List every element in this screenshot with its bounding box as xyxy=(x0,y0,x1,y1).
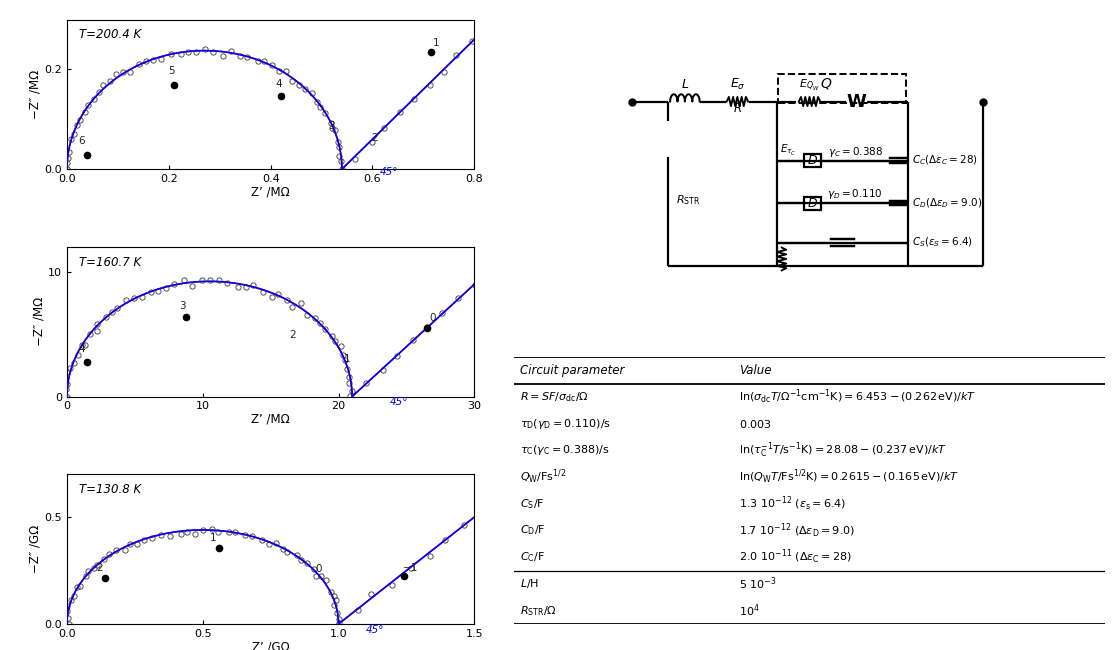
Text: 1: 1 xyxy=(344,354,350,364)
Text: Value: Value xyxy=(739,364,771,377)
Text: $D$: $D$ xyxy=(807,154,818,167)
Text: $D$: $D$ xyxy=(807,197,818,210)
Y-axis label: −Z″ /MΩ: −Z″ /MΩ xyxy=(32,297,46,346)
Text: 2: 2 xyxy=(372,133,378,143)
Text: $C_{\rm S}/{\rm F}$: $C_{\rm S}/{\rm F}$ xyxy=(520,497,545,511)
Text: Circuit parameter: Circuit parameter xyxy=(520,364,625,377)
Text: $10^4$: $10^4$ xyxy=(739,603,760,619)
Text: $Q$: $Q$ xyxy=(820,76,833,91)
Text: $E_{\tau_C}$: $E_{\tau_C}$ xyxy=(780,144,797,159)
Text: $\tau_{\rm C}(\gamma_{\rm C} = 0.388)/{\rm s}$: $\tau_{\rm C}(\gamma_{\rm C} = 0.388)/{\… xyxy=(520,443,610,458)
Text: T=160.7 K: T=160.7 K xyxy=(79,256,142,269)
Text: $5\ 10^{-3}$: $5\ 10^{-3}$ xyxy=(739,576,777,592)
Text: $\gamma_C{=}0.388$: $\gamma_C{=}0.388$ xyxy=(828,145,883,159)
Text: $2.0\ 10^{-11}\ (\Delta\varepsilon_{\rm C}{=}28)$: $2.0\ 10^{-11}\ (\Delta\varepsilon_{\rm … xyxy=(739,548,852,566)
Text: 4: 4 xyxy=(78,344,85,354)
Text: 6: 6 xyxy=(78,136,85,146)
Text: 3: 3 xyxy=(179,300,185,311)
Text: $Q_{\rm W}/{\rm Fs}^{1/2}$: $Q_{\rm W}/{\rm Fs}^{1/2}$ xyxy=(520,468,567,486)
Text: 0: 0 xyxy=(429,313,435,323)
Y-axis label: −Z″ /MΩ: −Z″ /MΩ xyxy=(29,70,41,119)
X-axis label: Z’ /GΩ: Z’ /GΩ xyxy=(252,640,289,650)
Text: 45°: 45° xyxy=(391,397,408,408)
Text: $\ln(Q_{\rm W}T/{\rm Fs}^{1/2}{\rm K}) = 0.2615 - (0.165\,{\rm eV})/kT$: $\ln(Q_{\rm W}T/{\rm Fs}^{1/2}{\rm K}) =… xyxy=(739,468,959,486)
Text: $\gamma_D{=}0.110$: $\gamma_D{=}0.110$ xyxy=(827,187,883,202)
Text: $\ln(\sigma_{\rm dc}T/\Omega^{-1}{\rm cm}^{-1}{\rm K}) = 6.453 - (0.262\,{\rm eV: $\ln(\sigma_{\rm dc}T/\Omega^{-1}{\rm cm… xyxy=(739,388,976,406)
Text: $C_C(\Delta\varepsilon_C{=}28)$: $C_C(\Delta\varepsilon_C{=}28)$ xyxy=(912,154,978,167)
Text: T=130.8 K: T=130.8 K xyxy=(79,484,142,497)
Text: $R = SF/\sigma_{\rm dc}/\Omega$: $R = SF/\sigma_{\rm dc}/\Omega$ xyxy=(520,390,589,404)
Text: $1.7\ 10^{-12}\ (\Delta\varepsilon_{\rm D}{=}9.0)$: $1.7\ 10^{-12}\ (\Delta\varepsilon_{\rm … xyxy=(739,521,855,540)
Text: 45°: 45° xyxy=(381,167,398,177)
Text: 1: 1 xyxy=(433,38,440,48)
Text: 0: 0 xyxy=(315,564,321,574)
Bar xyxy=(805,197,821,210)
Text: $C_{\rm D}/{\rm F}$: $C_{\rm D}/{\rm F}$ xyxy=(520,524,546,538)
Text: $C_S(\varepsilon_S{=}6.4)$: $C_S(\varepsilon_S{=}6.4)$ xyxy=(912,236,973,250)
Text: 2: 2 xyxy=(289,330,296,341)
Text: 45°: 45° xyxy=(366,625,384,634)
Text: 5: 5 xyxy=(169,66,174,76)
X-axis label: Z’ /MΩ: Z’ /MΩ xyxy=(251,413,290,426)
Text: $R_{\rm STR}/\Omega$: $R_{\rm STR}/\Omega$ xyxy=(520,604,557,618)
Text: $C_{\rm C}/{\rm F}$: $C_{\rm C}/{\rm F}$ xyxy=(520,551,545,564)
Bar xyxy=(805,154,821,167)
Text: $0.003$: $0.003$ xyxy=(739,418,771,430)
Text: $L$: $L$ xyxy=(681,78,689,91)
Text: $R_{\rm STR}$: $R_{\rm STR}$ xyxy=(675,193,700,207)
Text: $R$: $R$ xyxy=(733,102,742,115)
Text: $E_{Q_W}$: $E_{Q_W}$ xyxy=(799,78,820,93)
Text: 4: 4 xyxy=(275,79,281,89)
X-axis label: Z’ /MΩ: Z’ /MΩ xyxy=(251,185,290,198)
Text: $L/{\rm H}$: $L/{\rm H}$ xyxy=(520,577,539,590)
Text: $E_\sigma$: $E_\sigma$ xyxy=(730,77,745,92)
Text: $\ln(\tau_{\rm C}^{-1}T/{\rm s}^{-1}{\rm K}) = 28.08 - (0.237\,{\rm eV})/kT$: $\ln(\tau_{\rm C}^{-1}T/{\rm s}^{-1}{\rm… xyxy=(739,441,947,460)
Text: T=200.4 K: T=200.4 K xyxy=(79,29,142,42)
Text: $\mathbf{W}$: $\mathbf{W}$ xyxy=(846,92,868,111)
Text: $C_D(\Delta\varepsilon_D{=}9.0)$: $C_D(\Delta\varepsilon_D{=}9.0)$ xyxy=(912,196,982,210)
Y-axis label: −Z″ /GΩ: −Z″ /GΩ xyxy=(29,525,41,573)
Text: 3: 3 xyxy=(328,121,335,131)
Text: −1: −1 xyxy=(403,563,418,573)
Text: 2: 2 xyxy=(96,563,103,573)
Text: $\tau_{\rm D}(\gamma_{\rm D} = 0.110)/{\rm s}$: $\tau_{\rm D}(\gamma_{\rm D} = 0.110)/{\… xyxy=(520,417,612,431)
Text: $1.3\ 10^{-12}\ (\varepsilon_{\rm s}{=}6.4)$: $1.3\ 10^{-12}\ (\varepsilon_{\rm s}{=}6… xyxy=(739,495,846,513)
Text: 1: 1 xyxy=(210,533,217,543)
